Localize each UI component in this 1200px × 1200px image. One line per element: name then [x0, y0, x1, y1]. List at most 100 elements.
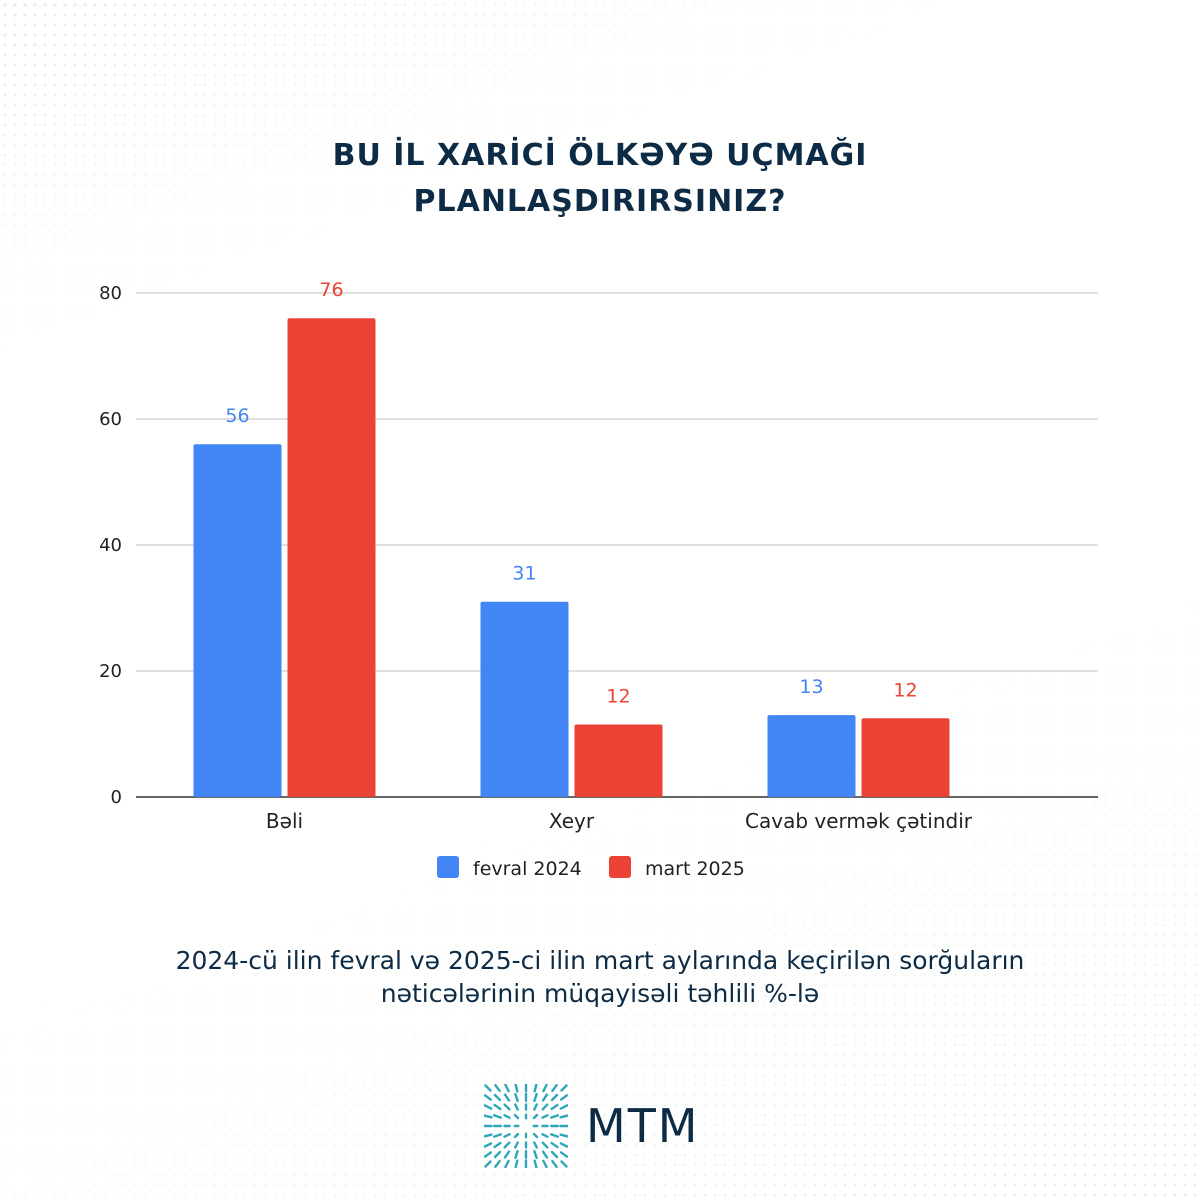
logo-stroke [541, 1114, 549, 1119]
logo-stroke [503, 1093, 511, 1102]
y-tick-label-80: 80 [99, 283, 122, 304]
data-label-1-series-0: 31 [512, 563, 536, 585]
legend-label-1: mart 2025 [645, 858, 745, 880]
logo-stroke [549, 1133, 560, 1138]
logo-stroke [514, 1092, 519, 1103]
logo-stroke [513, 1132, 520, 1139]
y-tick-label-20: 20 [99, 661, 122, 682]
logo-stroke [559, 1133, 568, 1138]
bars [193, 318, 950, 797]
y-tick-label-40: 40 [99, 535, 122, 556]
logo-stroke [560, 1084, 568, 1092]
logo-stroke [541, 1093, 549, 1102]
logo-stroke [549, 1114, 560, 1119]
chart-caption-line-1: 2024-cü ilin fevral və 2025-ci ilin mart… [175, 946, 1025, 975]
data-label-1-series-1: 12 [606, 686, 630, 708]
logo-stroke [559, 1094, 568, 1101]
logo-stroke [493, 1141, 502, 1149]
logo-stroke [514, 1159, 519, 1168]
logo-stroke [514, 1141, 519, 1149]
logo-stroke [551, 1159, 558, 1168]
logo-stroke [493, 1093, 502, 1102]
logo-stroke [559, 1104, 568, 1110]
logo-stroke [503, 1150, 511, 1159]
data-label-2-series-1: 12 [893, 679, 917, 701]
logo-stroke [503, 1133, 511, 1138]
logo-stroke [541, 1141, 549, 1149]
bar-1-series-0 [480, 601, 569, 797]
y-tick-label-60: 60 [99, 409, 122, 430]
mtm-logo: MTM [484, 1084, 699, 1168]
logo-stroke [533, 1103, 538, 1111]
logo-stroke [503, 1103, 511, 1111]
logo-stroke [542, 1084, 548, 1093]
logo-stroke [514, 1149, 519, 1160]
data-labels: 56 76 31 12 13 12 [225, 279, 917, 707]
logo-stroke [504, 1159, 510, 1168]
logo-stroke [533, 1084, 538, 1093]
bar-0-series-1 [287, 318, 376, 797]
logo-stroke [533, 1141, 538, 1149]
logo-stroke [493, 1103, 502, 1111]
logo-stroke [484, 1104, 493, 1110]
chart-title-line-1: BU İL XARİCİ ÖLKƏYƏ UÇMAĞI [332, 138, 868, 173]
logo-stroke [504, 1084, 510, 1093]
legend-swatch-0 [437, 856, 459, 878]
logo-stroke [559, 1142, 568, 1148]
logo-stroke [541, 1133, 549, 1138]
logo-stroke [533, 1149, 538, 1160]
logo-stroke [550, 1141, 559, 1149]
logo-stroke [484, 1133, 493, 1138]
logo-stroke [559, 1114, 568, 1119]
bar-1-series-1 [574, 724, 663, 797]
logo-stroke [503, 1141, 511, 1149]
logo-stroke [484, 1142, 493, 1148]
logo-stroke [484, 1094, 493, 1101]
logo-stroke [484, 1151, 493, 1158]
logo-stroke [493, 1150, 502, 1159]
logo-stroke [533, 1092, 538, 1103]
logo-stroke [532, 1132, 539, 1139]
logo-stroke [533, 1159, 538, 1168]
logo-stroke [492, 1114, 503, 1119]
logo-stroke [550, 1093, 559, 1102]
bar-0-series-0 [193, 444, 282, 797]
logo-stroke [550, 1150, 559, 1159]
y-axis-ticks: 0 20 40 60 80 [99, 283, 122, 808]
logo-stroke [542, 1159, 548, 1168]
x-tick-label-1: Xeyr [549, 809, 595, 833]
logo-stroke [560, 1160, 568, 1168]
logo-stroke [484, 1160, 492, 1168]
bar-2-series-1 [861, 718, 950, 797]
chart-title-line-2: PLANLAŞDIRIRSINIZ? [413, 184, 787, 219]
logo-stroke [559, 1151, 568, 1158]
logo-text: MTM [586, 1099, 700, 1153]
x-tick-label-2: Cavab vermək çətindir [745, 809, 973, 833]
y-tick-label-0: 0 [111, 787, 122, 808]
logo-stroke [494, 1159, 501, 1168]
logo-stroke [541, 1150, 549, 1159]
chart-title: BU İL XARİCİ ÖLKƏYƏ UÇMAĞI PLANLAŞDIRIRS… [0, 133, 1200, 225]
chart-caption-line-2: nəticələrinin müqayisəli təhlili %-lə [380, 979, 820, 1008]
data-label-0-series-1: 76 [319, 279, 343, 301]
logo-stroke [551, 1084, 558, 1093]
logo-stroke [492, 1133, 503, 1138]
logo-stroke [541, 1103, 549, 1111]
legend-swatch-1 [609, 856, 631, 878]
logo-stroke [532, 1113, 539, 1120]
bar-chart: 0 20 40 60 80 56 76 31 12 13 12 Bəli Xeyr Cavab ver… [99, 279, 1098, 880]
data-label-0-series-0: 56 [225, 405, 249, 427]
logo-stroke [514, 1103, 519, 1111]
logo-stroke [550, 1103, 559, 1111]
mtm-logo-icon [484, 1084, 568, 1168]
bar-2-series-0 [767, 715, 856, 797]
logo-stroke [494, 1084, 501, 1093]
logo-stroke [484, 1114, 493, 1119]
logo-stroke [514, 1084, 519, 1093]
x-axis-ticks: Bəli Xeyr Cavab vermək çətindir [266, 809, 973, 833]
x-tick-label-0: Bəli [266, 809, 303, 833]
legend-label-0: fevral 2024 [473, 858, 582, 880]
logo-stroke [513, 1113, 520, 1120]
legend: fevral 2024 mart 2025 [437, 856, 745, 880]
logo-stroke [484, 1084, 492, 1092]
